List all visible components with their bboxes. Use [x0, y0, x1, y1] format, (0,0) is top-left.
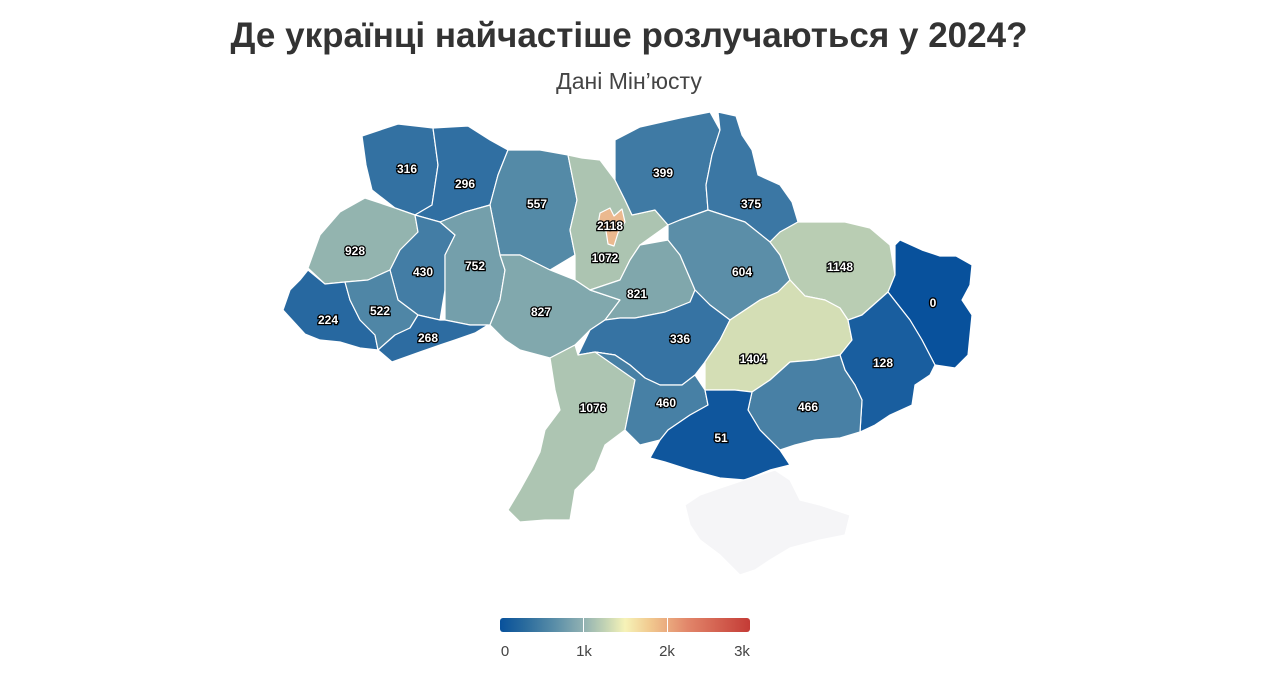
legend-color-bar	[500, 618, 750, 632]
region-sumy	[705, 111, 799, 243]
legend-tick-1k	[583, 618, 584, 632]
value-label-sumy: 375	[741, 197, 761, 211]
value-label-zhytomyr: 557	[527, 197, 547, 211]
value-label-kharkiv: 1148	[827, 260, 853, 274]
value-label-donetsk: 128	[873, 356, 893, 370]
value-label-ternopil: 430	[413, 265, 433, 279]
value-label-kyiv-oblast: 1072	[592, 251, 619, 265]
region-crimea	[684, 469, 851, 576]
value-label-khmelnytskyi: 752	[465, 259, 485, 273]
value-label-chernihiv: 399	[653, 166, 673, 180]
value-label-odesa: 1076	[580, 401, 607, 415]
value-label-zakarpattia: 224	[318, 313, 338, 327]
value-label-kyiv-city: 2118	[597, 219, 623, 233]
labels-layer: 316 296 557 1072 2118 399 375 928 430 752 827 821 60…	[317, 161, 938, 447]
region-vinnytsia	[489, 254, 621, 359]
map-title: Де українці найчастіше розлучаються у 20…	[230, 16, 1028, 55]
value-label-dnipropetrovsk: 1404	[740, 352, 767, 366]
region-zhytomyr	[489, 149, 578, 271]
region-kherson	[649, 389, 791, 481]
legend-label-2k: 2k	[659, 643, 675, 660]
value-label-zaporizhzhia: 466	[798, 400, 818, 414]
value-label-vinnytsia: 827	[531, 305, 551, 319]
legend-label-1k: 1k	[576, 643, 592, 660]
value-label-luhansk: 0	[930, 296, 937, 310]
value-label-kirovohrad: 336	[670, 332, 690, 346]
value-label-cherkasy: 821	[627, 287, 647, 301]
legend-tick-2k	[667, 618, 668, 632]
regions-layer	[282, 111, 973, 576]
value-label-poltava: 604	[732, 265, 752, 279]
region-chernivtsi	[377, 314, 489, 363]
value-label-kherson: 51	[714, 431, 728, 445]
color-legend: 0 1k 2k 3k	[500, 618, 750, 668]
region-odesa	[507, 344, 636, 523]
value-label-ivano-frankivsk: 522	[370, 304, 390, 318]
map-subtitle: Дані Мін’юсту	[556, 68, 702, 94]
legend-label-0: 0	[500, 643, 510, 660]
value-label-mykolaiv: 460	[656, 396, 676, 410]
region-kyiv-city	[597, 207, 626, 247]
value-label-chernivtsi: 268	[418, 331, 438, 345]
legend-label-3k: 3k	[734, 643, 750, 660]
value-label-rivne: 296	[455, 177, 475, 191]
value-label-lviv: 928	[345, 244, 365, 258]
value-label-volyn: 316	[397, 162, 417, 176]
